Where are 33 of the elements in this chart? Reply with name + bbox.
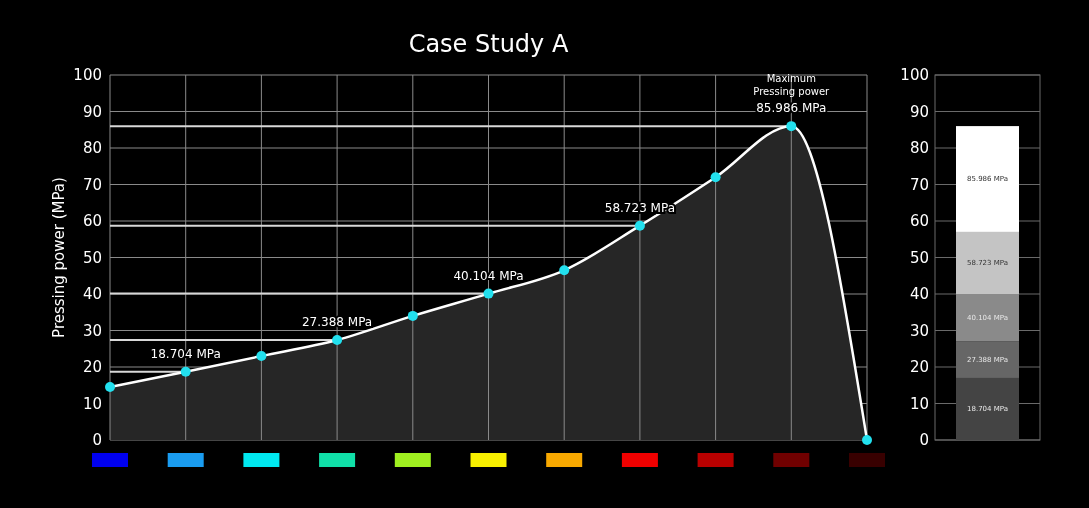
y-tick-label: 100 [900,66,929,85]
y-tick-label: 0 [919,431,929,450]
y-tick-label: 100 [73,66,102,85]
data-label: 27.388 MPa [301,315,373,330]
y-tick-label: 80 [82,139,102,158]
y-tick-label: 50 [909,248,929,267]
y-tick-label: 60 [82,212,102,231]
bar [956,231,1019,294]
bar [956,377,1019,440]
y-tick-label: 40 [909,285,929,304]
y-axis-title: Pressing power (MPa) [50,177,68,338]
y-tick-label: 20 [909,358,929,377]
data-label: 40.104 MPa [453,268,524,283]
y-tick-label: 30 [82,321,102,340]
data-label: 18.704 MPa [150,346,221,361]
y-tick-label: 20 [82,358,102,377]
annotation: Maximum Pressing power [753,73,831,98]
data-label: 85.986 MPa [756,101,827,116]
y-tick-label: 0 [92,431,102,450]
y-tick-label: 10 [909,394,929,413]
chart-title: Case Study A [408,30,569,58]
y-tick-label: 40 [82,285,102,304]
y-tick-label: 60 [909,212,929,231]
bar [956,294,1019,342]
y-tick-label: 30 [909,321,929,340]
bar [956,126,1019,232]
y-tick-label: 80 [909,139,929,158]
y-tick-label: 50 [82,248,102,267]
y-tick-label: 10 [82,394,102,413]
y-tick-label: 70 [82,175,102,194]
y-tick-label: 90 [82,102,102,121]
y-tick-label: 70 [909,175,929,194]
y-tick-label: 90 [909,102,929,121]
